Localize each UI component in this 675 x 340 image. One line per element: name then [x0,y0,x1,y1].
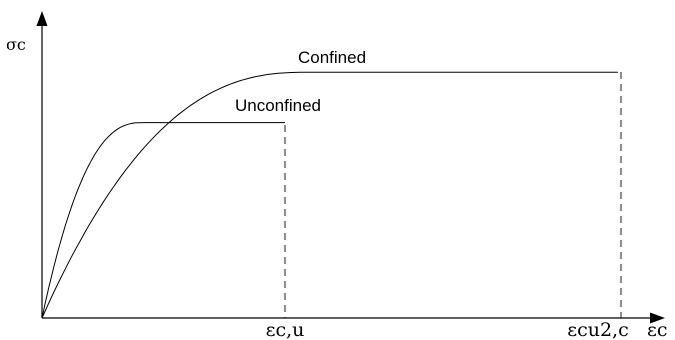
y-axis-label: σc [6,35,26,54]
series-line-confined [41,71,618,319]
series-label-unconfined: Unconfined [235,96,321,115]
x-axis-label: εc [647,319,667,340]
series-label-confined: Confined [298,48,366,67]
marker-label-ecu2c: εcu2,c [567,319,629,340]
series-line-unconfined [41,122,285,319]
y-axis-arrow [36,11,48,26]
x-axis-arrow [650,312,665,324]
marker-label-ecu: εc,u [266,319,305,340]
